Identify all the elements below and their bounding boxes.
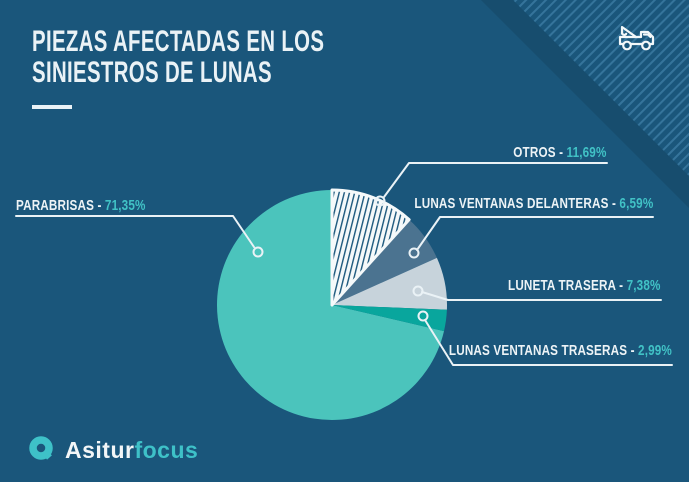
pie-label-lunas-ventanas-traseras-name: LUNAS VENTANAS TRASERAS [448,342,628,359]
title-underline [32,105,72,109]
brand-text-secondary: focus [134,437,199,463]
brand-logo: Asiturfocus [29,436,198,464]
tow-truck-window [642,33,652,39]
tow-truck-wheel-front [641,40,651,51]
pie-label-lunas-ventanas-delanteras-separator: - [608,195,620,212]
tow-truck-body [618,30,655,46]
pie-label-lunas-ventanas-traseras-separator: - [627,342,639,359]
pie-label-otros-name: OTROS [513,144,557,161]
pie-label-parabrisas-separator: - [94,197,105,214]
pie-slice-otros [330,188,411,307]
pie-label-otros-separator: - [556,144,568,161]
leader-otros [383,162,608,198]
pie-label-luneta-trasera: LUNETA TRASERA - 7,38% [508,278,661,293]
pie-label-lunas-ventanas-traseras: LUNAS VENTANAS TRASERAS - 2,99% [449,343,672,358]
pie-label-otros: OTROS - 11,69% [514,145,607,160]
magnifier-q-tail [42,450,52,460]
leader-lunas-ventanas-traseras [424,319,673,366]
leader-luneta-trasera [421,291,662,301]
leader-lines [15,162,673,366]
pie-label-parabrisas: PARABRISAS - 71,35% [16,198,146,213]
pie-label-otros-value: 11,69% [567,144,607,161]
marker-lunas-ventanas-traseras [417,310,429,322]
pie-chart [217,188,447,420]
page-title: PIEZAS AFECTADAS EN LOS SINIESTROS DE LU… [32,26,324,88]
page-title-line1: PIEZAS AFECTADAS EN LOS [32,25,325,58]
tow-truck-wheel-rear [622,40,632,51]
marker-parabrisas [252,246,264,258]
pie-label-lunas-ventanas-traseras-value: 2,99% [638,342,672,359]
magnifier-q-icon [29,436,53,460]
leader-parabrisas [15,215,255,248]
pie-label-lunas-ventanas-delanteras-value: 6,59% [619,195,653,212]
pie-slice-lunas-ventanas-delanteras [332,219,437,305]
pie-label-luneta-trasera-name: LUNETA TRASERA [508,277,617,294]
tow-truck-icon [618,25,655,51]
page-title-line2: SINIESTROS DE LUNAS [32,56,272,89]
marker-otros [374,195,386,207]
leader-lunas-ventanas-delanteras [416,216,654,251]
magnifier-q-ring [29,436,53,460]
tow-truck-boom [620,25,638,39]
brand-text: Asiturfocus [65,436,198,464]
marker-luneta-trasera [412,285,424,297]
brand-text-primary: Asitur [65,437,135,463]
pie-label-lunas-ventanas-delanteras: LUNAS VENTANAS DELANTERAS - 6,59% [414,196,653,211]
pie-label-parabrisas-value: 71,35% [104,197,146,214]
pie-slice-lunas-ventanas-traseras [332,305,447,332]
corner-shadow-triangle [481,0,689,208]
tow-truck-hook [620,31,628,36]
pie-slice-luneta-trasera [332,257,447,310]
pie-label-luneta-trasera-value: 7,38% [627,277,661,294]
marker-lunas-ventanas-delanteras [408,247,420,259]
pie-label-parabrisas-name: PARABRISAS [16,197,95,214]
pie-label-lunas-ventanas-delanteras-name: LUNAS VENTANAS DELANTERAS [414,195,609,212]
pie-label-luneta-trasera-separator: - [616,277,628,294]
